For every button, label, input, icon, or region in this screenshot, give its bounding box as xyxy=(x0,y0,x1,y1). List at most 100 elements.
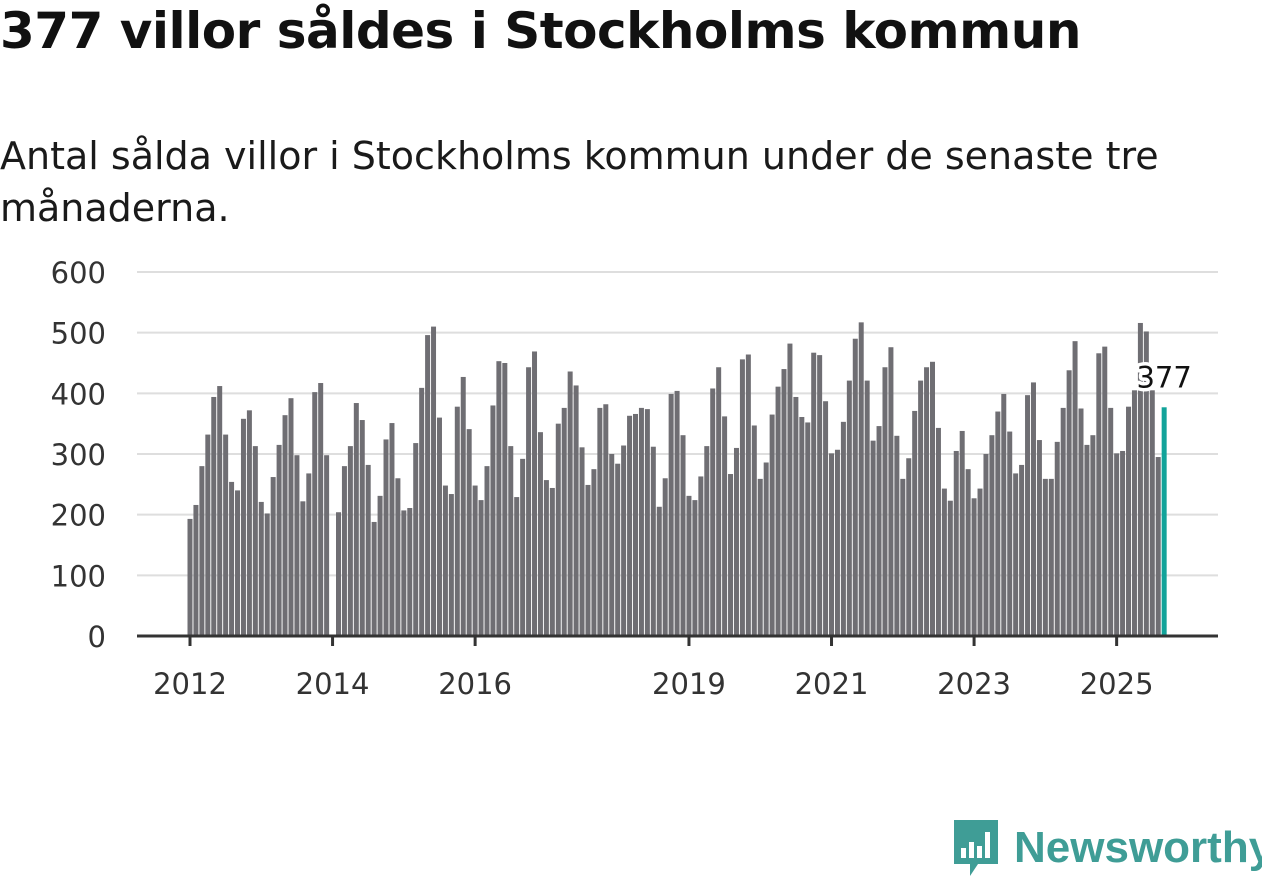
bar xyxy=(1090,435,1096,636)
bar xyxy=(704,446,710,636)
bar xyxy=(1108,407,1114,636)
bar xyxy=(229,481,235,636)
x-tick-label: 2025 xyxy=(1080,667,1154,701)
bar xyxy=(894,435,900,636)
bar xyxy=(834,449,840,636)
bar xyxy=(543,480,549,636)
bar xyxy=(371,521,377,636)
bar xyxy=(935,427,941,636)
bar xyxy=(1054,441,1060,636)
bar xyxy=(870,440,876,636)
bar xyxy=(324,455,330,636)
bar xyxy=(442,485,448,636)
bar-highlight xyxy=(1161,407,1167,636)
bar xyxy=(193,504,199,636)
bar xyxy=(1143,331,1149,636)
bar xyxy=(1019,464,1025,636)
bar xyxy=(549,487,555,636)
bar xyxy=(514,497,520,636)
bar xyxy=(520,458,526,636)
highlight-value-label: 377 xyxy=(1136,360,1191,394)
chart-subtitle: Antal sålda villor i Stockholms kommun u… xyxy=(0,134,1159,230)
bar xyxy=(270,477,276,636)
bar xyxy=(751,425,757,636)
bar xyxy=(650,446,656,636)
y-tick-label: 100 xyxy=(51,559,106,593)
x-tick-label: 2014 xyxy=(296,667,370,701)
bar xyxy=(989,435,995,636)
bar xyxy=(1102,346,1108,636)
x-tick-label: 2019 xyxy=(652,667,726,701)
bar xyxy=(508,446,514,636)
bar xyxy=(490,405,496,636)
bar xyxy=(1078,408,1084,636)
bar xyxy=(401,510,407,636)
bar xyxy=(852,338,858,636)
bar xyxy=(1149,390,1155,636)
bar xyxy=(829,453,835,636)
bar xyxy=(288,398,294,636)
bar xyxy=(1036,440,1042,636)
bar xyxy=(585,484,591,636)
bar xyxy=(924,367,930,636)
bar xyxy=(692,500,698,636)
bar xyxy=(781,369,787,636)
bar xyxy=(306,473,312,636)
bar xyxy=(526,367,532,636)
bar xyxy=(436,417,442,636)
bar xyxy=(864,380,870,636)
bar xyxy=(205,434,211,636)
bar xyxy=(1120,450,1126,636)
bar xyxy=(1126,406,1132,636)
bar xyxy=(906,458,912,636)
bar xyxy=(638,407,644,636)
bar xyxy=(959,430,965,636)
bar xyxy=(448,494,454,636)
bar xyxy=(983,454,989,636)
bar xyxy=(1025,395,1031,636)
bar xyxy=(591,469,597,636)
bar xyxy=(502,363,508,636)
bar xyxy=(1137,322,1143,636)
bar xyxy=(300,501,306,636)
bar xyxy=(728,474,734,636)
y-tick-label: 300 xyxy=(51,438,106,472)
bar xyxy=(276,444,282,636)
bar xyxy=(353,403,359,636)
bar xyxy=(668,393,674,636)
bar xyxy=(561,407,567,636)
bar xyxy=(674,390,680,636)
bar xyxy=(710,388,716,636)
bar xyxy=(454,406,460,636)
bar xyxy=(395,478,401,636)
bar xyxy=(318,383,324,636)
bar xyxy=(817,355,823,636)
bar xyxy=(656,506,662,636)
bar xyxy=(425,335,431,636)
bar xyxy=(217,386,223,636)
bar xyxy=(532,351,538,636)
bar xyxy=(365,464,371,636)
bar xyxy=(840,421,846,636)
bar xyxy=(846,380,852,636)
bar xyxy=(282,415,288,636)
bar xyxy=(211,396,217,636)
bar xyxy=(627,415,633,636)
y-tick-label: 200 xyxy=(51,499,106,533)
bar xyxy=(793,396,799,636)
bar xyxy=(264,513,270,636)
bar xyxy=(716,367,722,636)
x-tick-label: 2016 xyxy=(438,667,512,701)
bar xyxy=(941,488,947,636)
y-tick-label: 400 xyxy=(51,377,106,411)
bar xyxy=(775,386,781,636)
bar xyxy=(1042,478,1048,636)
bar xyxy=(1066,370,1072,636)
bar xyxy=(496,361,502,636)
bar xyxy=(359,420,365,636)
bar xyxy=(1096,353,1102,636)
bar xyxy=(537,432,543,636)
bar xyxy=(995,411,1001,636)
bar xyxy=(240,418,246,636)
